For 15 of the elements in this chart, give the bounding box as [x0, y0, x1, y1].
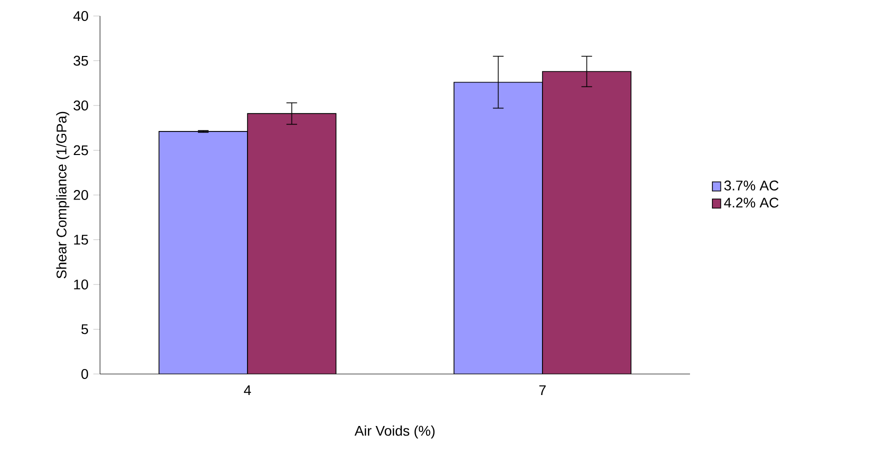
y-axis-title: Shear Compliance (1/GPa)	[56, 112, 70, 278]
x-tick-label: 7	[539, 385, 546, 395]
x-axis-title: Air Voids (%)	[354, 425, 435, 439]
x-tick-label: 4	[244, 385, 251, 395]
legend-label: 3.7% AC	[724, 180, 778, 190]
y-tick-label: 25	[74, 145, 88, 156]
y-tick-label: 0	[81, 369, 88, 379]
y-tick-label: 5	[81, 324, 88, 334]
y-tick-label: 40	[73, 11, 88, 21]
y-tick-label: 30	[74, 100, 88, 110]
legend-label: 4.2% AC	[724, 198, 778, 208]
y-tick-label: 20	[74, 190, 88, 200]
y-tick-label: 35	[74, 56, 88, 66]
y-tick-label: 10	[74, 280, 88, 290]
y-tick-label: 15	[74, 234, 88, 245]
